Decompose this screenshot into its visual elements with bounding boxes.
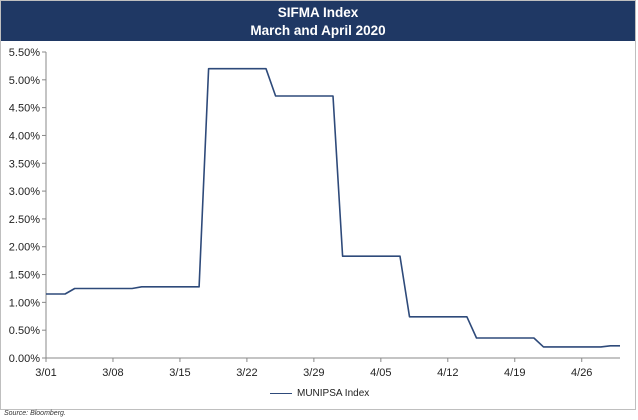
legend-swatch — [270, 392, 292, 394]
x-tick-label: 3/15 — [169, 367, 190, 379]
y-tick-label: 2.00% — [9, 242, 40, 254]
y-axis: 0.00% 0.50% 1.00% 1.50% 2.00% 2.50% 3.00% 3.50%… — [9, 47, 47, 365]
x-tick-label: 3/29 — [303, 367, 324, 379]
legend: MUNIPSA Index — [270, 388, 369, 404]
x-tick-label: 3/22 — [236, 367, 257, 379]
y-tick-label: 0.50% — [9, 325, 40, 337]
y-tick-label: 3.50% — [9, 158, 40, 170]
x-tick-label: 4/19 — [504, 367, 525, 379]
y-tick-label: 5.50% — [9, 47, 40, 59]
chart-frame — [0, 0, 636, 410]
x-tick-label: 3/08 — [102, 367, 123, 379]
x-tick-label: 4/12 — [437, 367, 458, 379]
series-group — [46, 67, 620, 348]
chart-subtitle: March and April 2020 — [250, 23, 386, 38]
series-line-munipsa — [46, 67, 620, 348]
chart-title-bar: SIFMA Index March and April 2020 — [1, 1, 635, 41]
x-tick-label: 4/26 — [571, 367, 592, 379]
y-tick-label: 3.00% — [9, 186, 40, 198]
y-tick-label: 5.00% — [9, 75, 40, 87]
x-tick-label: 3/01 — [35, 367, 56, 379]
y-tick-label: 2.50% — [9, 214, 40, 226]
chart-title: SIFMA Index — [277, 5, 359, 20]
y-tick-label: 0.00% — [9, 353, 40, 365]
legend-label: MUNIPSA Index — [297, 388, 370, 399]
y-tick-label: 4.00% — [9, 130, 40, 142]
x-tick-label: 4/05 — [370, 367, 391, 379]
source-note: Source: Bloomberg. — [4, 410, 66, 417]
x-axis: 3/01 3/08 3/15 3/22 3/29 4/05 4/12 4/19 4/26 — [35, 357, 620, 379]
y-tick-label: 1.50% — [9, 270, 40, 282]
y-tick-label: 4.50% — [9, 103, 40, 115]
y-tick-label: 1.00% — [9, 297, 40, 309]
